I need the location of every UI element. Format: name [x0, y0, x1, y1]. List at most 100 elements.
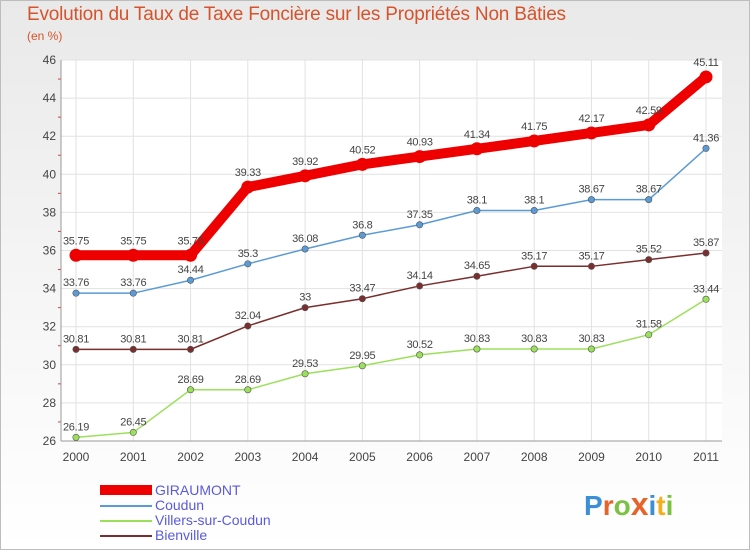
- x-tick-label: 2001: [120, 450, 147, 464]
- data-label: 28.69: [235, 374, 261, 386]
- series-line-0: [71, 71, 711, 261]
- data-point: [702, 249, 710, 257]
- data-point: [126, 248, 140, 262]
- logo-letter: t: [656, 490, 666, 521]
- data-label: 35.75: [63, 235, 89, 247]
- data-label: 33.76: [63, 277, 89, 289]
- data-label: 29.53: [292, 358, 318, 370]
- data-point: [187, 345, 195, 353]
- data-point: [298, 169, 312, 183]
- data-label: 34.44: [178, 264, 204, 276]
- data-point: [129, 428, 137, 436]
- legend-swatch-villers: [100, 520, 152, 522]
- data-point: [702, 295, 710, 303]
- y-tick-label: 44: [43, 91, 57, 105]
- data-label: 38.1: [524, 194, 544, 206]
- data-point: [358, 295, 366, 303]
- data-point: [69, 248, 83, 262]
- data-point: [530, 345, 538, 353]
- x-tick-label: 2002: [177, 450, 204, 464]
- data-label: 26.19: [63, 421, 89, 433]
- y-tick-label: 46: [43, 53, 57, 67]
- legend-swatch-coudun: [100, 505, 152, 507]
- data-label: 41.34: [464, 129, 490, 141]
- data-label: 41.75: [521, 121, 547, 133]
- data-point: [416, 282, 424, 290]
- data-label: 33.76: [120, 277, 146, 289]
- data-point: [470, 142, 484, 156]
- data-label: 35.17: [578, 250, 604, 262]
- data-point: [129, 289, 137, 297]
- data-point: [129, 345, 137, 353]
- logo-letter: i: [665, 490, 674, 521]
- proxiti-logo: Proxiti: [584, 486, 673, 523]
- data-label: 41.36: [693, 132, 719, 144]
- x-tick-label: 2010: [635, 450, 662, 464]
- data-label: 30.81: [63, 333, 89, 345]
- x-tick-label: 2007: [464, 450, 491, 464]
- chart-title: Evolution du Taux de Taxe Foncière sur l…: [27, 4, 566, 25]
- data-point: [358, 231, 366, 239]
- data-label: 40.93: [407, 137, 433, 149]
- legend-swatch-giraumont: [100, 485, 152, 495]
- data-point: [702, 144, 710, 152]
- data-label: 36.08: [292, 233, 318, 245]
- x-tick-label: 2009: [578, 450, 605, 464]
- legend-label: GIRAUMONT: [155, 482, 241, 498]
- data-label: 42.59: [636, 105, 662, 117]
- data-point: [241, 180, 255, 194]
- data-point: [72, 433, 80, 441]
- data-point: [587, 196, 595, 204]
- logo-letter: r: [602, 490, 614, 521]
- data-label: 35.17: [521, 250, 547, 262]
- series-line-2: [75, 298, 707, 439]
- data-label: 36.8: [352, 219, 372, 231]
- y-tick-label: 36: [43, 244, 57, 258]
- legend-label: Villers-sur-Coudun: [155, 512, 271, 528]
- x-tick-label: 2003: [234, 450, 261, 464]
- data-label: 45.11: [693, 57, 718, 69]
- data-point: [72, 289, 80, 297]
- y-tick-label: 34: [43, 282, 57, 296]
- data-label: 30.81: [178, 333, 204, 345]
- data-point: [301, 304, 309, 312]
- data-label: 40.52: [349, 144, 375, 156]
- legend-swatch-bienville: [100, 535, 152, 537]
- data-label: 38.1: [467, 194, 487, 206]
- data-point: [473, 206, 481, 214]
- legend-label: Coudun: [155, 497, 205, 513]
- data-label: 31.58: [636, 319, 662, 331]
- y-tick-label: 38: [43, 205, 57, 219]
- data-label: 38.67: [636, 184, 662, 196]
- data-point: [187, 386, 195, 394]
- data-point: [301, 245, 309, 253]
- data-point: [244, 260, 252, 268]
- y-tick-label: 28: [43, 396, 57, 410]
- data-label: 28.69: [178, 374, 204, 386]
- data-point: [416, 351, 424, 359]
- data-label: 42.17: [578, 113, 604, 125]
- chart-unit-label: (en %): [27, 29, 63, 43]
- data-point: [416, 221, 424, 229]
- data-point: [72, 345, 80, 353]
- y-tick-label: 32: [43, 320, 57, 334]
- data-label: 37.35: [407, 209, 433, 221]
- data-label: 33.47: [349, 283, 375, 295]
- data-label: 30.83: [464, 333, 490, 345]
- x-tick-label: 2004: [292, 450, 319, 464]
- data-point: [355, 157, 369, 171]
- data-point: [645, 256, 653, 264]
- data-label: 33.44: [693, 283, 719, 295]
- data-point: [187, 276, 195, 284]
- data-label: 39.33: [235, 167, 261, 179]
- data-point: [587, 345, 595, 353]
- logo-letter: x: [630, 486, 649, 522]
- data-label: 39.92: [292, 156, 318, 168]
- data-label: 33: [299, 292, 311, 304]
- data-label: 32.04: [235, 310, 261, 322]
- data-label: 35.3: [238, 248, 258, 260]
- x-tick-label: 2006: [406, 450, 433, 464]
- logo-letter: o: [613, 490, 631, 521]
- data-point: [530, 206, 538, 214]
- data-label: 35.52: [636, 244, 662, 256]
